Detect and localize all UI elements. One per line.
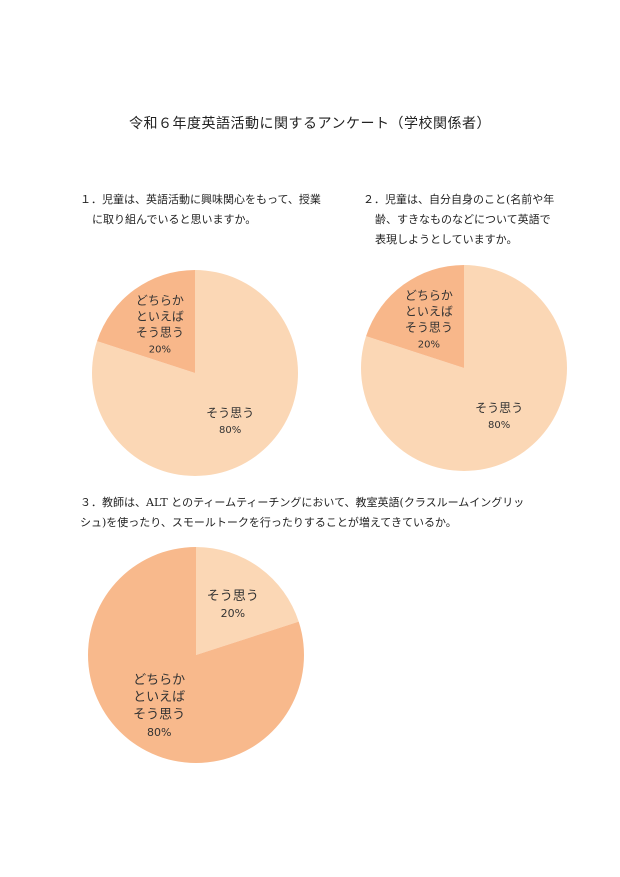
question-1-line-1: １．児童は、英語活動に興味関心をもって、授業 [80,193,321,206]
slice-category-label: そう思う [133,708,185,723]
slice-percent-label: 20% [221,607,245,620]
question-3-line-1: ３．教師は、ALT とのティームティーチングにおいて、教室英語(クラスルームイン… [80,496,525,509]
question-1: １．児童は、英語活動に興味関心をもって、授業 に取り組んでいると思いますか。 [80,190,340,230]
slice-category-label: そう思う [206,406,254,420]
pie-slice [97,270,195,373]
slice-category-label: といえば [136,310,184,324]
slice-category-label: そう思う [207,589,259,604]
slice-percent-label: 80% [219,425,241,436]
question-3-line-2: シュ)を使ったり、スモールトークを行ったりすることが増えてきているか。 [80,516,457,529]
pie-slice [88,547,304,763]
question-3: ３．教師は、ALT とのティームティーチングにおいて、教室英語(クラスルームイン… [80,493,560,533]
slice-category-label: どちらか [136,294,184,308]
question-2-line-1: ２．児童は、自分自身のこと(名前や年 [363,193,555,206]
slice-category-label: どちらか [133,673,185,688]
page-title: 令和６年度英語活動に関するアンケート（学校関係者） [129,116,491,132]
question-2-line-3: 表現しようとしていますか。 [375,233,518,246]
slice-percent-label: 20% [149,344,171,355]
question-2: ２．児童は、自分自身のこと(名前や年 齢、すきなものなどについて英語で 表現しよ… [363,190,573,250]
pie-slice [196,547,299,655]
slice-category-label: そう思う [136,325,184,339]
slice-category-label: といえば [133,690,185,705]
slice-category-label: そう思う [405,320,453,334]
slice-category-label: といえば [405,305,453,319]
slice-category-label: どちらか [405,289,453,303]
question-2-line-2: 齢、すきなものなどについて英語で [375,213,551,226]
slice-percent-label: 80% [147,726,171,739]
slice-percent-label: 80% [488,420,510,431]
question-1-line-2: に取り組んでいると思いますか。 [92,213,257,226]
pie-slice [366,265,464,368]
slice-category-label: そう思う [475,401,523,415]
slice-percent-label: 20% [418,339,440,350]
